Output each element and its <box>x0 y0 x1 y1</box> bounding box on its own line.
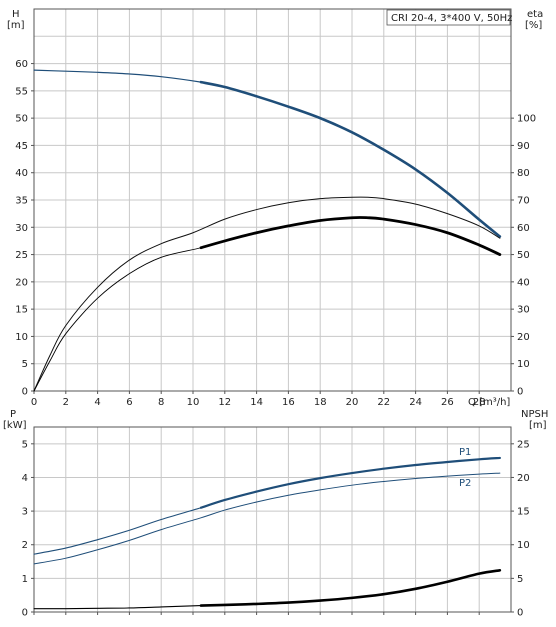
p1-series-label: P1 <box>459 447 471 458</box>
eta-2-curve <box>33 217 501 392</box>
p-axis-title-line1: P <box>10 409 16 420</box>
left-tick-label: 0 <box>22 387 28 398</box>
left-tick-label: 50 <box>15 114 28 125</box>
right-tick-label: 70 <box>517 196 530 207</box>
x-tick-label: 4 <box>94 397 100 408</box>
h-axis-title: H [m] <box>7 9 25 31</box>
left-tick-label: 20 <box>15 277 28 288</box>
right-tick-label: 30 <box>517 305 530 316</box>
p-axis-title-line2: [kW] <box>3 420 27 431</box>
left-tick-label: 25 <box>15 250 28 261</box>
legend-box: CRI 20-4, 3*400 V, 50Hz <box>386 9 512 26</box>
x-tick-label: 24 <box>409 397 422 408</box>
left-tick-label: 1 <box>22 574 28 585</box>
power-frame <box>33 426 512 613</box>
right-tick-label: 80 <box>517 168 530 179</box>
left-tick-label: 40 <box>15 168 28 179</box>
right-tick-label: 10 <box>517 540 530 551</box>
left-tick-label: 2 <box>22 540 28 551</box>
x-tick-label: 18 <box>314 397 327 408</box>
eta-1-curve <box>33 196 501 392</box>
right-tick-label: 0 <box>517 387 523 398</box>
right-tick-label: 40 <box>517 277 530 288</box>
x-tick-label: 22 <box>377 397 390 408</box>
x-tick-label: 12 <box>218 397 231 408</box>
x-tick-label: 26 <box>441 397 454 408</box>
left-tick-label: 15 <box>15 305 28 316</box>
left-tick-label: 35 <box>15 196 28 207</box>
eta-2-operating-range <box>199 216 502 256</box>
left-tick-label: 60 <box>15 59 28 70</box>
x-tick-label: 14 <box>250 397 263 408</box>
right-tick-label: 90 <box>517 141 530 152</box>
power-ticks: 0 1 2 3 4 5 0 5 10 15 20 25 <box>22 439 530 618</box>
left-tick-label: 30 <box>15 223 28 234</box>
npsh-operating-range <box>199 568 502 607</box>
left-tick-label: 10 <box>15 332 28 343</box>
left-tick-label: 55 <box>15 86 28 97</box>
left-tick-label: 4 <box>22 473 28 484</box>
left-tick-label: 0 <box>22 608 28 619</box>
performance-grid <box>34 9 511 391</box>
left-tick-label: 3 <box>22 507 28 518</box>
left-tick-label: 45 <box>15 141 28 152</box>
right-tick-label: 0 <box>517 608 523 619</box>
x-tick-label: 28 <box>473 397 486 408</box>
p2-series-label: P2 <box>459 478 471 489</box>
eta-axis-title: eta [%] <box>525 9 546 31</box>
h-axis-title-line2: [m] <box>7 20 25 31</box>
x-tick-label: 20 <box>346 397 359 408</box>
p2-curve <box>33 472 501 565</box>
eta-axis-title-line1: eta <box>527 9 543 20</box>
right-tick-label: 10 <box>517 359 530 370</box>
right-tick-label: 5 <box>517 574 523 585</box>
right-tick-label: 20 <box>517 473 530 484</box>
p-axis-title: P [kW] <box>3 409 27 431</box>
npsh-axis-title-line2: [m] <box>529 420 547 431</box>
h-operating-range <box>199 80 502 238</box>
power-npsh-curves <box>33 456 502 610</box>
h-curve <box>33 69 501 238</box>
right-tick-label: 25 <box>517 439 530 450</box>
q-axis-title: Q [m³/h] <box>468 397 510 408</box>
x-tick-label: 2 <box>63 397 69 408</box>
performance-ticks: 0510152025303540455055600102030405060708… <box>15 59 536 408</box>
x-tick-label: 10 <box>187 397 200 408</box>
legend-label: CRI 20-4, 3*400 V, 50Hz <box>391 13 512 24</box>
power-npsh-panel: 0 1 2 3 4 5 0 5 10 15 20 25 P [kW] NPSH [m] P1 P2 <box>3 409 552 619</box>
right-tick-label: 15 <box>517 507 530 518</box>
right-tick-label: 20 <box>517 332 530 343</box>
x-tick-label: 16 <box>282 397 295 408</box>
x-tick-label: 0 <box>31 397 37 408</box>
h-axis-title-line1: H <box>12 9 20 20</box>
eta-axis-title-line2: [%] <box>525 20 542 31</box>
left-tick-label: 5 <box>22 359 28 370</box>
right-tick-label: 60 <box>517 223 530 234</box>
p1-curve <box>33 457 501 555</box>
performance-panel: 0510152025303540455055600102030405060708… <box>7 8 546 408</box>
p1-operating-range <box>199 456 501 509</box>
performance-curves <box>33 69 502 392</box>
x-tick-label: 8 <box>158 397 164 408</box>
left-tick-label: 5 <box>22 439 28 450</box>
right-tick-label: 100 <box>517 114 536 125</box>
npsh-axis-title-line1: NPSH <box>521 409 548 420</box>
right-tick-label: 50 <box>517 250 530 261</box>
x-tick-label: 6 <box>126 397 132 408</box>
npsh-axis-title: NPSH [m] <box>521 409 552 431</box>
